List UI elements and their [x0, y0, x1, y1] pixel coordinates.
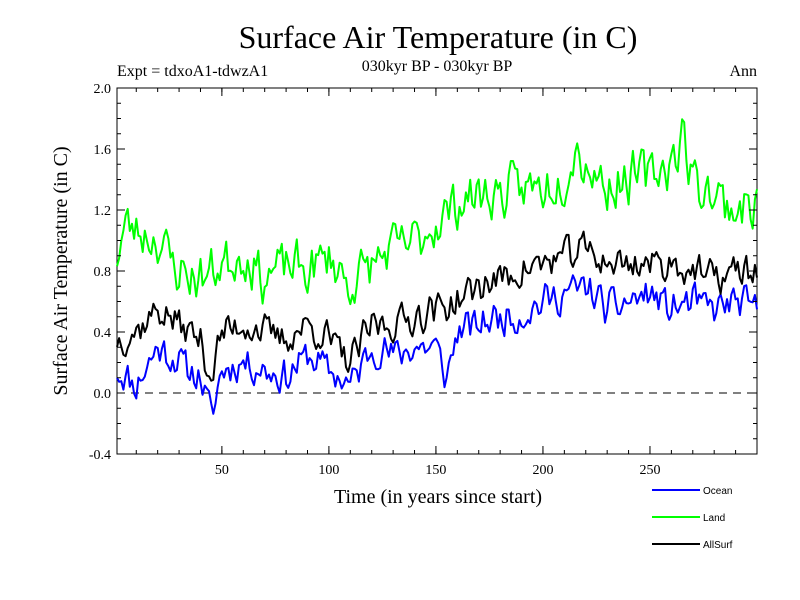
x-tick-label: 150 — [425, 463, 446, 478]
legend-label-ocean: Ocean — [703, 486, 732, 497]
legend-label-allsurf: AllSurf — [703, 540, 733, 551]
y-tick-label: 1.6 — [94, 143, 112, 158]
series-line-land — [116, 118, 758, 306]
legend: Ocean Land AllSurf — [652, 486, 733, 551]
y-tick-label: 2.0 — [94, 82, 112, 97]
y-tick-label: 0.8 — [94, 265, 112, 280]
x-tick-label: 200 — [532, 463, 553, 478]
series-line-ocean — [116, 274, 758, 415]
x-tick-label: 50 — [215, 463, 229, 478]
y-tick-label: 0.4 — [94, 326, 112, 341]
series-layer — [116, 118, 758, 415]
y-tick-label: 0.0 — [94, 387, 112, 402]
y-tick-label: -0.4 — [89, 448, 111, 463]
period-label: 030kyr BP - 030kyr BP — [362, 58, 513, 75]
x-axis: 50 100 150 200 250 — [135, 88, 737, 478]
x-tick-label: 100 — [318, 463, 339, 478]
x-axis-label: Time (in years since start) — [334, 486, 542, 508]
series-line-allsurf — [116, 230, 758, 382]
x-tick-label: 250 — [639, 463, 660, 478]
legend-label-land: Land — [703, 513, 725, 524]
y-axis-label: Surface Air Temperature (in C) — [50, 146, 72, 395]
chart-title: Surface Air Temperature (in C) — [239, 19, 638, 55]
y-axis: -0.4 0.0 0.4 0.8 1.2 1.6 2.0 — [89, 82, 757, 463]
season-label: Ann — [729, 63, 757, 80]
y-tick-label: 1.2 — [94, 204, 112, 219]
experiment-label: Expt = tdxoA1-tdwzA1 — [117, 63, 268, 80]
